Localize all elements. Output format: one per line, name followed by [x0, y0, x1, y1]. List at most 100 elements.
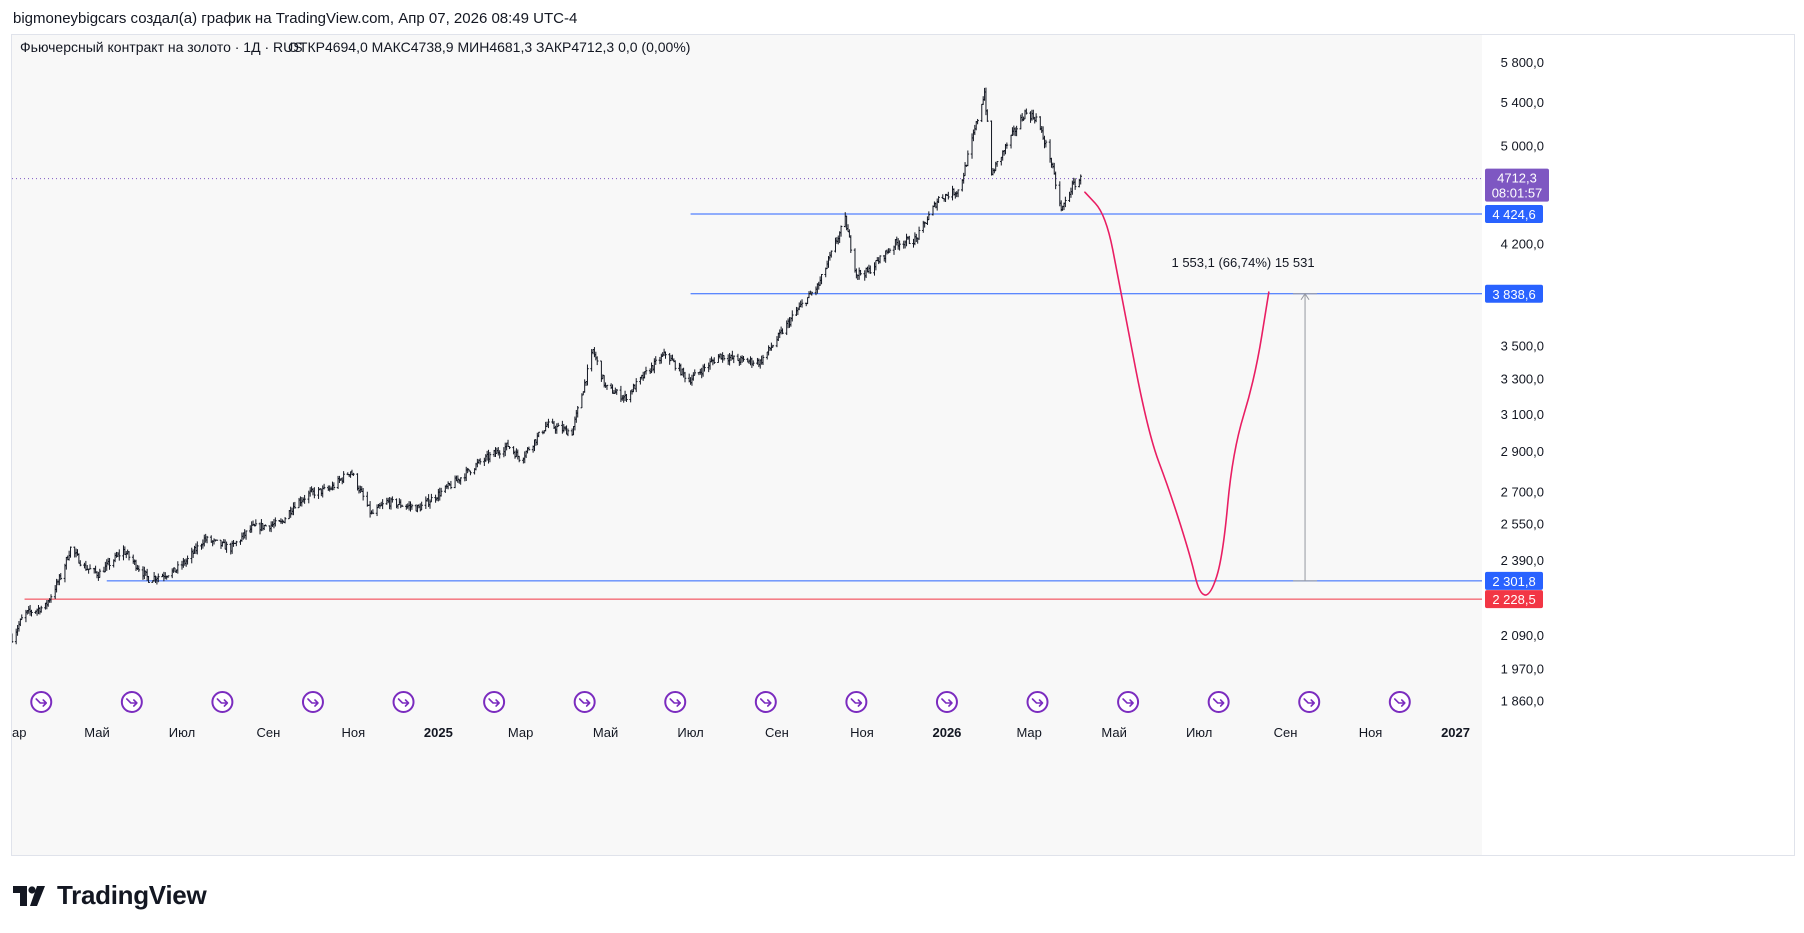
candle	[761, 354, 765, 365]
candle	[205, 535, 209, 544]
x-tick-label: Сен	[765, 725, 789, 740]
candle	[381, 499, 384, 510]
legend-high: 4738,9	[411, 39, 454, 55]
candle	[1025, 108, 1028, 115]
candle	[732, 355, 736, 364]
candle	[98, 568, 102, 579]
candle	[664, 351, 667, 359]
last-price-value: 4712,3	[1497, 171, 1537, 186]
candle	[166, 575, 170, 578]
event-marker-arrow	[1122, 698, 1134, 707]
candle	[78, 560, 82, 567]
price-label: 4 424,6	[1485, 205, 1543, 224]
candle	[625, 393, 628, 402]
price-range-measure[interactable]: 1 553,1 (66,74%) 15 531	[1171, 255, 1318, 582]
y-tick-label: 2 900,0	[1501, 444, 1544, 459]
last-price-box	[1485, 168, 1549, 202]
candle	[303, 494, 306, 504]
candle	[264, 524, 267, 527]
candle	[878, 255, 882, 264]
y-tick-label: 3 100,0	[1501, 407, 1544, 422]
candle	[420, 501, 423, 511]
tradingview-logo[interactable]: TradingView	[13, 880, 207, 911]
freehand-drawing[interactable]	[1084, 191, 1270, 596]
event-marker-icon[interactable]	[483, 691, 506, 713]
event-marker-icon[interactable]	[120, 691, 143, 713]
legend-open-label: ОТКР	[288, 39, 325, 55]
candle	[332, 482, 336, 491]
candle	[1034, 113, 1038, 123]
candle	[137, 565, 141, 572]
candle	[1064, 196, 1067, 208]
candle	[839, 225, 843, 237]
candle	[947, 191, 950, 200]
candle	[654, 356, 658, 365]
event-marker-arrow	[578, 698, 591, 707]
candle	[771, 344, 775, 348]
event-marker-ring	[573, 691, 596, 713]
event-marker-icon[interactable]	[1207, 691, 1230, 713]
event-marker-icon[interactable]	[1298, 691, 1321, 713]
y-tick-label: 1 860,0	[1501, 694, 1544, 709]
event-marker-icon[interactable]	[935, 691, 958, 713]
candle	[235, 540, 238, 547]
event-marker-arrow	[669, 698, 682, 707]
event-marker-icon[interactable]	[392, 691, 415, 713]
event-marker-icon[interactable]	[754, 691, 777, 713]
y-tick-label: 2 390,0	[1501, 553, 1544, 568]
candle	[566, 428, 570, 437]
event-marker-icon[interactable]	[211, 691, 234, 713]
candle	[673, 360, 677, 371]
event-marker-icon[interactable]	[845, 691, 868, 713]
event-marker-icon[interactable]	[573, 691, 596, 713]
candle	[937, 196, 940, 204]
price-label-text: 3 838,6	[1492, 287, 1535, 302]
candle	[469, 470, 472, 476]
event-marker-arrow	[35, 698, 48, 707]
x-tick-label: Июл	[169, 725, 195, 740]
plot-area	[12, 35, 1482, 855]
legend-low-label: МИН	[457, 39, 489, 55]
legend-values: ОТКР4694,0 МАКС4738,9 МИН4681,3 ЗАКР4712…	[288, 39, 690, 55]
candle	[439, 487, 443, 497]
candle	[293, 501, 297, 509]
legend-change: 0,0 (0,00%)	[618, 39, 690, 55]
candle	[508, 445, 511, 450]
event-marker-icon[interactable]	[301, 691, 324, 713]
x-tick-label: Ноя	[850, 725, 874, 740]
chart-panel[interactable]: 4 424,6 3 838,6 2 301,8 2 228,5 4712,3 08:01:…	[11, 34, 1795, 856]
x-tick-label: Мар	[1016, 725, 1041, 740]
candle	[722, 355, 726, 361]
candle	[108, 558, 111, 570]
event-marker-icon[interactable]	[30, 691, 53, 713]
legend-close: 4712,3	[571, 39, 614, 55]
price-label: 3 838,6	[1485, 284, 1543, 303]
price-label: 2 228,5	[1485, 590, 1543, 609]
candle	[225, 541, 228, 553]
event-marker-icon[interactable]	[1026, 691, 1049, 713]
candle	[157, 573, 160, 583]
event-marker-icon[interactable]	[1117, 691, 1140, 713]
event-marker-arrow	[126, 698, 138, 707]
candle	[186, 555, 189, 565]
candle	[781, 328, 784, 335]
event-marker-icon[interactable]	[1388, 691, 1411, 713]
candle	[147, 575, 150, 583]
price-label-text: 2 228,5	[1492, 592, 1535, 607]
candle	[888, 248, 892, 253]
candle	[49, 594, 53, 603]
event-marker-ring	[211, 691, 234, 713]
event-marker-arrow	[1303, 698, 1316, 707]
event-marker-ring	[1117, 691, 1140, 713]
event-marker-icon[interactable]	[664, 691, 687, 713]
candle	[39, 605, 43, 613]
price-chart[interactable]: 4 424,63 838,62 301,82 228,54712,308:01:…	[12, 35, 1794, 855]
candle	[790, 310, 794, 322]
candle	[488, 451, 492, 463]
candle	[586, 364, 589, 386]
candle	[800, 299, 804, 308]
event-marker-arrow	[1212, 698, 1225, 707]
candle	[400, 504, 404, 507]
event-marker-ring	[483, 691, 506, 713]
event-marker-ring	[120, 691, 143, 713]
